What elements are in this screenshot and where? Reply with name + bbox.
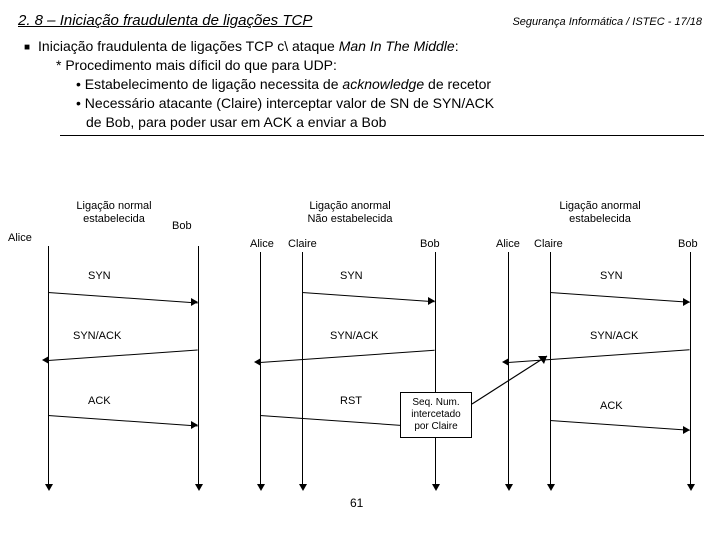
d3-alice: Alice	[496, 238, 520, 250]
d1-alice: Alice	[8, 232, 32, 244]
lifeline	[48, 246, 49, 486]
page-meta: Segurança Informática / ISTEC - 17/18	[512, 16, 702, 28]
content-block: ■ Iniciação fraudulenta de ligações TCP …	[0, 31, 720, 131]
arrow-right-icon	[191, 298, 198, 306]
d2-alice: Alice	[250, 238, 274, 250]
d3-m1: SYN	[600, 270, 623, 282]
msg-line	[550, 420, 690, 431]
d2-claire: Claire	[288, 238, 317, 250]
page-title: 2. 8 – Iniciação fraudulenta de ligações…	[18, 12, 312, 29]
arrow-down-icon	[687, 484, 695, 491]
d1-m1: SYN	[88, 270, 111, 282]
arrow-right-icon	[683, 426, 690, 434]
arrow-down-icon	[195, 484, 203, 491]
d3-m3: ACK	[600, 400, 623, 412]
d3-cap2: estabelecida	[569, 213, 631, 225]
arrow-right-icon	[428, 297, 435, 305]
d1-bob: Bob	[172, 220, 192, 232]
d1-m2: SYN/ACK	[73, 330, 121, 342]
arrow-down-icon	[547, 484, 555, 491]
d3-cap1: Ligação anormal	[559, 200, 640, 212]
line-2: * Procedimento mais díficil do que para …	[56, 56, 700, 75]
diagram-1: Ligação normal estabelecida Alice Bob SY…	[18, 200, 218, 500]
diagram-2: Ligação anormal Não estabelecida Alice C…	[240, 200, 460, 500]
line-main: Iniciação fraudulenta de ligações TCP c\…	[38, 37, 459, 56]
d2-m2: SYN/ACK	[330, 330, 378, 342]
msg-line	[48, 292, 198, 303]
d3-m2: SYN/ACK	[590, 330, 638, 342]
msg-line	[550, 292, 690, 303]
msg-line	[260, 350, 435, 363]
lifeline	[260, 252, 261, 486]
callout-box: Seq. Num. intercetado por Claire	[400, 392, 472, 438]
msg-line	[302, 292, 435, 302]
d2-cap1: Ligação anormal	[309, 200, 390, 212]
arrow-right-icon	[191, 421, 198, 429]
diagram-area: Ligação normal estabelecida Alice Bob SY…	[0, 200, 720, 520]
d1-cap2: estabelecida	[83, 213, 145, 225]
line-3: • Estabelecimento de ligação necessita d…	[76, 75, 700, 94]
arrow-down-icon	[505, 484, 513, 491]
arrow-down-icon	[45, 484, 53, 491]
d1-m3: ACK	[88, 395, 111, 407]
arrow-down-icon	[299, 484, 307, 491]
lifeline	[690, 252, 691, 486]
arrow-down-icon	[257, 484, 265, 491]
bullet-square-icon: ■	[24, 41, 30, 56]
d2-bob: Bob	[420, 238, 440, 250]
d3-claire: Claire	[534, 238, 563, 250]
arrow-down-icon	[432, 484, 440, 491]
line-4b: de Bob, para poder usar em ACK a enviar …	[86, 113, 700, 132]
arrow-left-icon	[42, 356, 49, 364]
d2-cap2: Não estabelecida	[307, 213, 392, 225]
lifeline	[435, 252, 436, 486]
arrow-left-icon	[254, 358, 261, 366]
page-number: 61	[350, 496, 363, 510]
callout-connector	[470, 350, 560, 410]
msg-line	[48, 415, 198, 426]
lifeline	[302, 252, 303, 486]
msg-line	[48, 350, 198, 361]
line-4a: • Necessário atacante (Claire) intercept…	[76, 94, 700, 113]
d1-cap1: Ligação normal	[76, 200, 151, 212]
lifeline	[198, 246, 199, 486]
arrow-right-icon	[683, 298, 690, 306]
d2-m1: SYN	[340, 270, 363, 282]
d2-m3: RST	[340, 395, 362, 407]
d3-bob: Bob	[678, 238, 698, 250]
divider	[60, 135, 704, 136]
